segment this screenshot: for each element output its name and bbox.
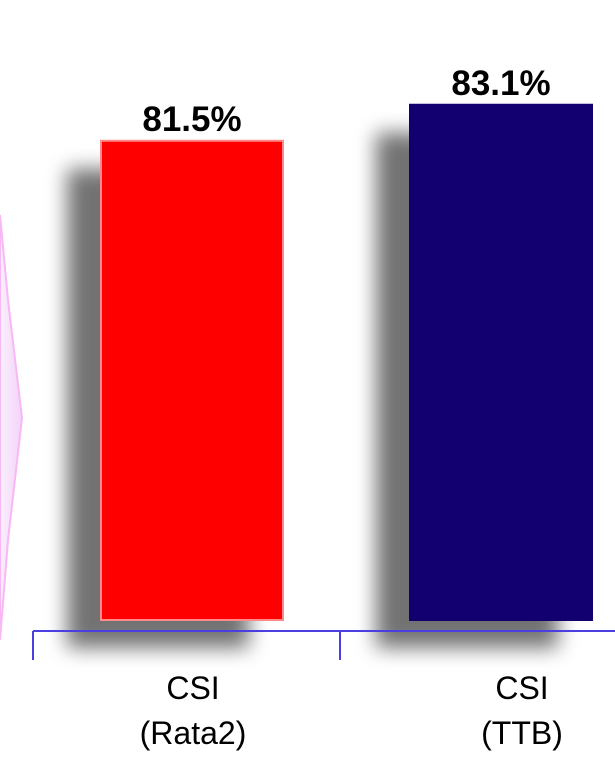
category-labels: CSI (Rata2) CSI (TTB) — [140, 670, 563, 751]
x-axis — [32, 630, 615, 660]
category-label: CSI — [166, 670, 219, 706]
bar-value-label: 81.5% — [142, 100, 241, 139]
bar — [409, 103, 593, 621]
category-label: (TTB) — [481, 715, 563, 751]
bars — [100, 103, 593, 621]
category-label: CSI — [495, 670, 548, 706]
bar — [100, 139, 284, 621]
bar-value-label: 83.1% — [451, 64, 550, 103]
left-arrow-shape — [0, 214, 24, 641]
category-label: (Rata2) — [140, 715, 247, 751]
value-labels: 81.5% 83.1% — [142, 64, 550, 139]
